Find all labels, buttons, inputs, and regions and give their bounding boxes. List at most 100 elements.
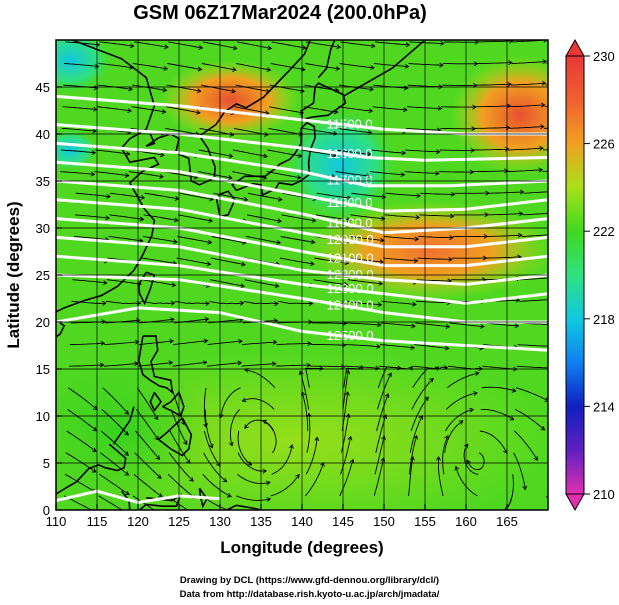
streamline <box>242 341 277 346</box>
x-tick-label: 150 <box>373 514 395 529</box>
streamline-arrow <box>411 323 416 329</box>
streamline-arrow <box>311 217 317 223</box>
streamline <box>166 84 201 92</box>
streamline <box>241 363 276 367</box>
streamline-arrow <box>125 151 131 157</box>
streamline-arrow <box>204 316 210 322</box>
streamline-arrow <box>227 175 233 181</box>
streamline-arrow <box>486 511 490 515</box>
streamline-arrow <box>202 360 208 366</box>
streamline <box>480 408 514 421</box>
x-tick-label: 135 <box>250 514 272 529</box>
streamline <box>349 236 384 241</box>
streamline-arrow <box>585 297 589 301</box>
streamline <box>420 192 455 195</box>
streamline <box>376 373 392 410</box>
streamline-arrow <box>243 196 249 202</box>
streamline <box>374 436 385 475</box>
streamline-arrow <box>541 80 547 86</box>
y-tick-label: 35 <box>36 174 50 189</box>
streamline <box>347 300 382 306</box>
contour-label: 11700.0 <box>327 172 373 187</box>
streamline <box>246 236 281 244</box>
streamline <box>271 41 306 49</box>
streamline-arrow <box>140 195 146 200</box>
streamline <box>438 171 474 173</box>
streamline <box>134 452 162 479</box>
contour-label: 11600.0 <box>327 146 373 161</box>
streamline-arrow <box>247 461 253 466</box>
streamline-arrow <box>540 102 546 108</box>
streamline <box>509 126 544 129</box>
streamline-arrow <box>92 447 97 452</box>
streamline-arrow <box>473 391 478 396</box>
streamline <box>103 363 138 367</box>
streamline <box>104 341 139 346</box>
streamline <box>108 236 143 242</box>
streamline <box>203 430 221 467</box>
streamline-arrow <box>585 275 589 279</box>
streamline-arrow <box>301 66 306 72</box>
streamline-arrow <box>450 191 456 197</box>
streamline-arrow <box>91 150 97 155</box>
streamline-arrow <box>208 443 214 449</box>
streamline-arrow <box>434 366 440 371</box>
streamline-arrow <box>429 377 434 383</box>
streamline-arrow <box>403 107 408 113</box>
streamline-arrow <box>170 317 175 323</box>
contour-label: 12500.0 <box>327 328 374 343</box>
grid-lines <box>56 40 548 510</box>
streamline <box>69 364 104 367</box>
streamline <box>98 63 133 69</box>
streamline <box>383 236 419 240</box>
y-tick-label: 15 <box>36 362 50 377</box>
streamline-arrow <box>416 193 421 199</box>
streamline <box>380 322 416 327</box>
streamline <box>310 344 346 346</box>
streamline <box>60 171 95 175</box>
coastline <box>56 40 160 313</box>
streamline-arrow <box>553 233 557 237</box>
streamline <box>233 149 268 158</box>
streamline-arrow <box>512 366 518 372</box>
streamline-arrow <box>231 88 236 94</box>
streamline <box>511 82 546 86</box>
streamline <box>64 63 99 67</box>
streamline-arrow <box>454 465 460 471</box>
streamline-arrow <box>415 214 421 220</box>
streamline <box>348 257 384 263</box>
streamline-arrow <box>319 366 324 371</box>
streamline <box>305 63 340 70</box>
streamline-arrow <box>376 322 382 328</box>
streamline <box>520 277 548 281</box>
streamline-arrow <box>310 239 316 245</box>
streamline <box>131 106 166 113</box>
streamline <box>220 387 241 418</box>
coastline <box>157 417 193 457</box>
streamline <box>455 466 478 497</box>
streamline <box>279 257 314 265</box>
streamline-arrow <box>266 497 272 502</box>
streamline-arrow <box>349 458 355 464</box>
y-tick-label: 45 <box>36 80 50 95</box>
streamline <box>489 191 524 194</box>
streamline <box>133 41 169 48</box>
streamline-arrow <box>564 522 568 526</box>
streamline-arrow <box>277 196 283 202</box>
streamline <box>311 322 347 325</box>
streamline-arrow <box>196 109 201 115</box>
streamline <box>476 83 512 86</box>
streamline <box>340 41 375 47</box>
streamline-arrow <box>272 339 278 345</box>
streamline <box>479 430 508 454</box>
streamline <box>207 340 243 346</box>
streamline-arrow <box>155 455 161 460</box>
streamline-arrow <box>91 468 97 473</box>
streamline <box>178 192 214 200</box>
streamline <box>301 149 337 156</box>
streamline-arrow <box>262 419 268 425</box>
contour-label: 12000.0 <box>327 232 374 247</box>
streamline-arrow <box>517 232 523 238</box>
streamline <box>408 435 418 475</box>
streamline <box>306 41 341 48</box>
